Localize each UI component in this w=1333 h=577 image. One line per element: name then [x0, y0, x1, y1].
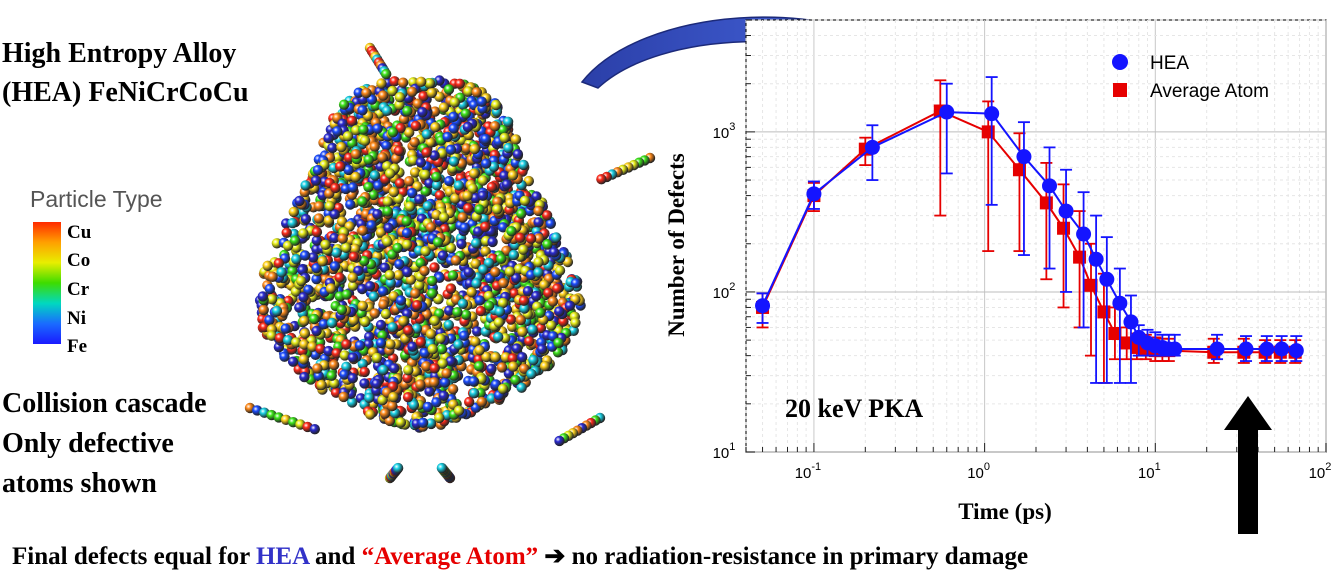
y-tick-label: 102: [713, 281, 736, 302]
chart-legend: HEA Average Atom: [1112, 53, 1269, 102]
x-axis-label: Time (ps): [958, 499, 1052, 524]
y-axis-label: Number of Defects: [664, 153, 689, 337]
legend-label-co: Co: [67, 250, 91, 271]
cascade-caption-line3: atoms shown: [2, 468, 157, 499]
x-tick-label: 10-1: [795, 461, 821, 482]
data-point-hea: [1274, 341, 1290, 357]
conclusion-average-atom: “Average Atom”: [361, 543, 539, 570]
atom-cloud-image: [244, 42, 656, 484]
conclusion-prefix: Final defects equal for: [12, 543, 256, 570]
data-point-hea: [1288, 343, 1304, 359]
legend-marker-hea: [1112, 54, 1128, 70]
series-hea: [755, 76, 1304, 384]
data-point-hea: [1209, 341, 1225, 357]
cascade-caption: Collision cascade Only defective atoms s…: [2, 384, 207, 504]
conclusion-and: and: [308, 543, 362, 570]
cascade-caption-line1: Collision cascade: [2, 388, 207, 419]
data-point-hea: [1099, 271, 1115, 287]
data-point-average-atom: [1108, 326, 1122, 340]
data-point-hea: [1042, 178, 1058, 194]
data-series: [755, 76, 1304, 384]
alloy-title-line2: (HEA) FeNiCrCoCu: [2, 77, 249, 108]
data-point-average-atom: [1012, 163, 1026, 177]
data-point-hea: [1259, 341, 1275, 357]
legend-label-cu: Cu: [67, 222, 92, 243]
data-point-average-atom: [1039, 196, 1053, 210]
data-point-average-atom: [1120, 336, 1134, 350]
cascade-caption-line2: Only defective: [2, 428, 174, 459]
data-point-hea: [1167, 341, 1183, 357]
conclusion-hea: HEA: [255, 543, 309, 570]
particle-colorbar: [33, 222, 61, 344]
y-tick-label: 101: [713, 441, 736, 462]
data-point-hea: [1123, 314, 1139, 330]
atom-spheres: [244, 42, 656, 484]
legend-marker-average-atom: [1113, 83, 1127, 97]
legend-label-fe: Fe: [67, 336, 88, 357]
data-point-hea: [755, 298, 771, 314]
x-tick-label: 101: [1138, 461, 1161, 482]
x-tick-label: 100: [967, 461, 990, 482]
legend-label-ni: Ni: [67, 308, 86, 329]
data-point-hea: [1112, 295, 1128, 311]
data-point-hea: [1016, 149, 1032, 165]
data-point-hea: [864, 139, 880, 155]
data-point-hea: [1076, 226, 1092, 242]
particle-type-title: Particle Type: [30, 186, 163, 212]
data-point-hea: [939, 104, 955, 120]
y-tick-label: 103: [713, 121, 736, 142]
defects-chart: 10-1 100 101 102 101 102 103 20 keV PKA Time (…: [580, 16, 1332, 524]
final-state-arrow: [1224, 396, 1272, 534]
alloy-title-line1: High Entropy Alloy: [2, 38, 237, 69]
alloy-title: High Entropy Alloy (HEA) FeNiCrCoCu: [2, 34, 249, 112]
data-point-hea: [1058, 203, 1074, 219]
legend-label-cr: Cr: [67, 279, 90, 300]
data-point-average-atom: [981, 125, 995, 139]
data-point-hea: [1088, 251, 1104, 267]
data-point-hea: [806, 186, 822, 202]
x-tick-label: 102: [1309, 461, 1332, 482]
data-point-average-atom: [1057, 221, 1071, 235]
data-point-hea: [984, 106, 1000, 122]
legend-label-hea: HEA: [1150, 53, 1189, 74]
conclusion-arrow: ➔: [538, 543, 572, 570]
data-point-average-atom: [1084, 278, 1098, 292]
data-point-average-atom: [1097, 305, 1111, 319]
pka-annotation: 20 keV PKA: [785, 394, 923, 423]
particle-type-legend: Particle Type Cu Co Cr Ni Fe: [30, 186, 163, 357]
data-point-hea: [1238, 341, 1254, 357]
conclusion-suffix: no radiation-resistance in primary damag…: [571, 543, 1029, 570]
conclusion-text: Final defects equal for HEA and “Average…: [12, 541, 1028, 571]
legend-label-average-atom: Average Atom: [1150, 81, 1269, 102]
